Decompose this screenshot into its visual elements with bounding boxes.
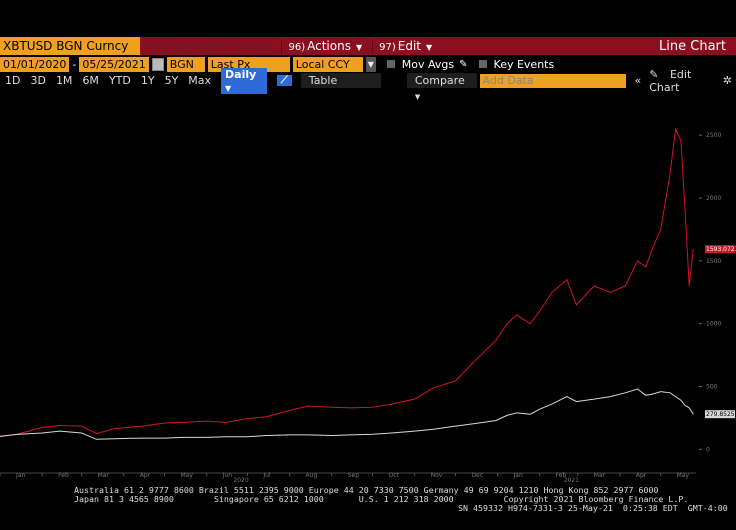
period-ytd[interactable]: YTD	[108, 74, 131, 87]
gear-icon[interactable]: ✲	[722, 74, 732, 87]
x-tick-label: Apr	[140, 472, 151, 479]
x-tick-label: Dec	[471, 472, 483, 479]
period-1y[interactable]: 1Y	[140, 74, 155, 87]
x-tick-label: Jun	[222, 472, 233, 479]
x-tick-label: Feb	[556, 472, 567, 479]
period-1m[interactable]: 1M	[55, 74, 73, 87]
x-tick-label: Mar	[98, 472, 110, 479]
y-tick-label: 1000	[706, 321, 721, 328]
edit-chart-button[interactable]: ✎ Edit Chart	[649, 67, 692, 94]
x-tick-label: Jan	[15, 472, 25, 479]
collapse-icon[interactable]: «	[634, 74, 642, 87]
edit-label: Edit	[397, 39, 422, 53]
frequency-label: Daily	[225, 67, 257, 81]
series-line-2	[0, 388, 694, 440]
actions-menu[interactable]: 96) Actions ▼	[281, 39, 362, 53]
footer-session: SN 459332 H974-7331-3 25-May-21 0:25:38 …	[458, 503, 728, 513]
edit-chart-label: Edit Chart	[649, 67, 692, 94]
line-chart-icon[interactable]: ⟋	[276, 75, 292, 86]
x-tick-label: Jul	[262, 472, 271, 479]
key-events-label: Key Events	[493, 57, 555, 71]
controls-bar: 01/01/2020 - 05/25/2021 BGN Last Px Loca…	[0, 56, 736, 72]
x-tick-label: Oct	[388, 472, 399, 479]
date-separator: -	[72, 57, 77, 71]
period-toolbar: 1D 3D 1M 6M YTD 1Y 5Y Max Daily ▼ ⟋ Tabl…	[0, 67, 736, 101]
title-bar: XBTUSD BGN Curncy 94) Suggested Charts 96…	[0, 37, 736, 55]
edit-menu[interactable]: 97) Edit ▼	[372, 39, 432, 53]
last-value-label: 1593.0723	[706, 246, 736, 253]
add-data-input[interactable]: Add Data	[479, 73, 627, 88]
x-tick-label: Apr	[636, 472, 647, 479]
suggested-charts-menu[interactable]: 94) Suggested Charts	[146, 39, 271, 53]
chevron-down-icon: ▼	[355, 43, 363, 52]
footer-contacts-2: Japan 81 3 4565 8900 Singapore 65 6212 1…	[74, 494, 689, 504]
mov-avgs-label: Mov Avgs	[401, 57, 455, 71]
x-year-label: 2020	[233, 477, 248, 484]
x-tick-label: Feb	[58, 472, 69, 479]
x-year-label: 2021	[564, 477, 579, 484]
series-group	[0, 127, 694, 440]
ticker-field[interactable]: XBTUSD BGN Curncy	[0, 37, 140, 55]
edit-number: 97)	[379, 42, 396, 53]
last-value-badge	[705, 245, 735, 254]
x-tick-label: Sep	[348, 472, 360, 479]
toolbar-right: « ✎ Edit Chart ✲	[627, 68, 736, 94]
footer: Australia 61 2 9777 8600 Brazil 5511 239…	[0, 486, 736, 530]
y-tick-label: 500	[706, 384, 718, 391]
view-title: Line Chart	[659, 38, 726, 54]
x-tick-label: Aug	[306, 472, 318, 479]
frequency-select[interactable]: Daily ▼	[221, 67, 267, 94]
start-date-field[interactable]: 01/01/2020	[0, 56, 70, 72]
end-date-field[interactable]: 05/25/2021	[79, 56, 149, 72]
actions-number: 96)	[288, 42, 306, 53]
series-line-1	[0, 127, 694, 438]
period-6m[interactable]: 6M	[82, 74, 99, 87]
chevron-down-icon: ▼	[426, 43, 433, 52]
x-axis: Jan Feb Mar Apr May Jun Jul Aug Sep Oct Nov Dec Jan F…	[0, 472, 696, 484]
period-max[interactable]: Max	[188, 74, 212, 87]
x-tick-label: May	[180, 472, 193, 479]
period-1d[interactable]: 1D	[5, 74, 21, 87]
y-axis: 0 500 1000 1500 2000 2500	[699, 132, 721, 453]
mov-avgs-checkbox[interactable]	[386, 60, 395, 68]
suggested-label: Suggested Charts	[164, 39, 272, 53]
last-value-label: 279.8525	[706, 411, 735, 418]
currency-select[interactable]: Local CCY	[292, 56, 363, 72]
y-tick-label: 2500	[706, 132, 721, 139]
compare-label: Compare	[414, 74, 465, 87]
x-tick-label: Mar	[594, 472, 606, 479]
actions-label: Actions	[307, 39, 351, 53]
table-button[interactable]: Table	[300, 73, 381, 88]
y-tick-label: 2000	[706, 195, 721, 202]
chevron-down-icon: ▼	[414, 93, 421, 101]
chevron-down-icon: ▼	[225, 83, 232, 93]
key-events-checkbox[interactable]	[478, 60, 487, 68]
y-tick-label: 1500	[706, 258, 721, 265]
compare-button[interactable]: Compare ▼	[406, 73, 477, 101]
calendar-icon[interactable]	[151, 57, 164, 71]
x-tick-label: May	[677, 472, 690, 479]
source-field[interactable]: BGN	[166, 56, 205, 72]
y-tick-label: 0	[706, 446, 710, 453]
x-tick-label: Nov	[431, 472, 443, 479]
last-value-badge	[705, 410, 735, 419]
currency-dropdown-icon[interactable]: ▼	[365, 56, 376, 72]
x-tick-label: Jan	[513, 472, 523, 479]
period-3d[interactable]: 3D	[30, 74, 46, 87]
period-5y[interactable]: 5Y	[164, 74, 179, 87]
pencil-icon[interactable]: ✎	[459, 58, 468, 70]
footer-contacts-1: Australia 61 2 9777 8600 Brazil 5511 239…	[74, 485, 659, 495]
suggested-number: 94)	[146, 42, 163, 53]
last-value-labels: 1593.0723 279.8525	[705, 245, 736, 419]
